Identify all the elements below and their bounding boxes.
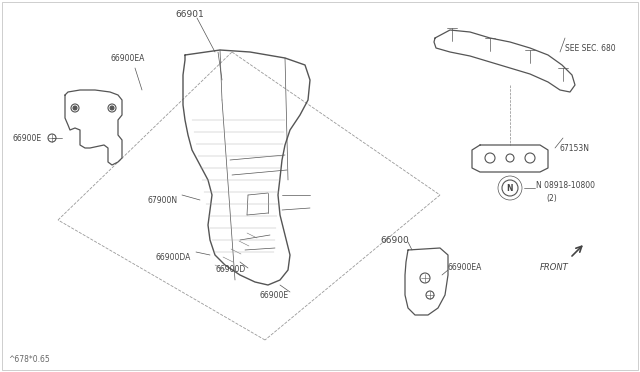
Text: FRONT: FRONT (540, 263, 569, 273)
Text: ^678*0.65: ^678*0.65 (8, 356, 50, 365)
Text: 66900EA: 66900EA (448, 263, 483, 273)
Text: 66901: 66901 (175, 10, 204, 19)
Text: 67900N: 67900N (148, 196, 178, 205)
Text: SEE SEC. 680: SEE SEC. 680 (565, 44, 616, 52)
Text: 66900E: 66900E (12, 134, 41, 142)
Text: 66900E: 66900E (260, 291, 289, 299)
Circle shape (110, 106, 114, 110)
Text: 67153N: 67153N (560, 144, 590, 153)
Circle shape (73, 106, 77, 110)
Text: N: N (507, 183, 513, 192)
Text: 66900EA: 66900EA (110, 54, 145, 62)
Text: 66900D: 66900D (215, 266, 245, 275)
Text: 66900DA: 66900DA (155, 253, 190, 263)
Text: 66900: 66900 (380, 235, 409, 244)
Text: N 08918-10800: N 08918-10800 (536, 180, 595, 189)
Text: (2): (2) (546, 193, 557, 202)
